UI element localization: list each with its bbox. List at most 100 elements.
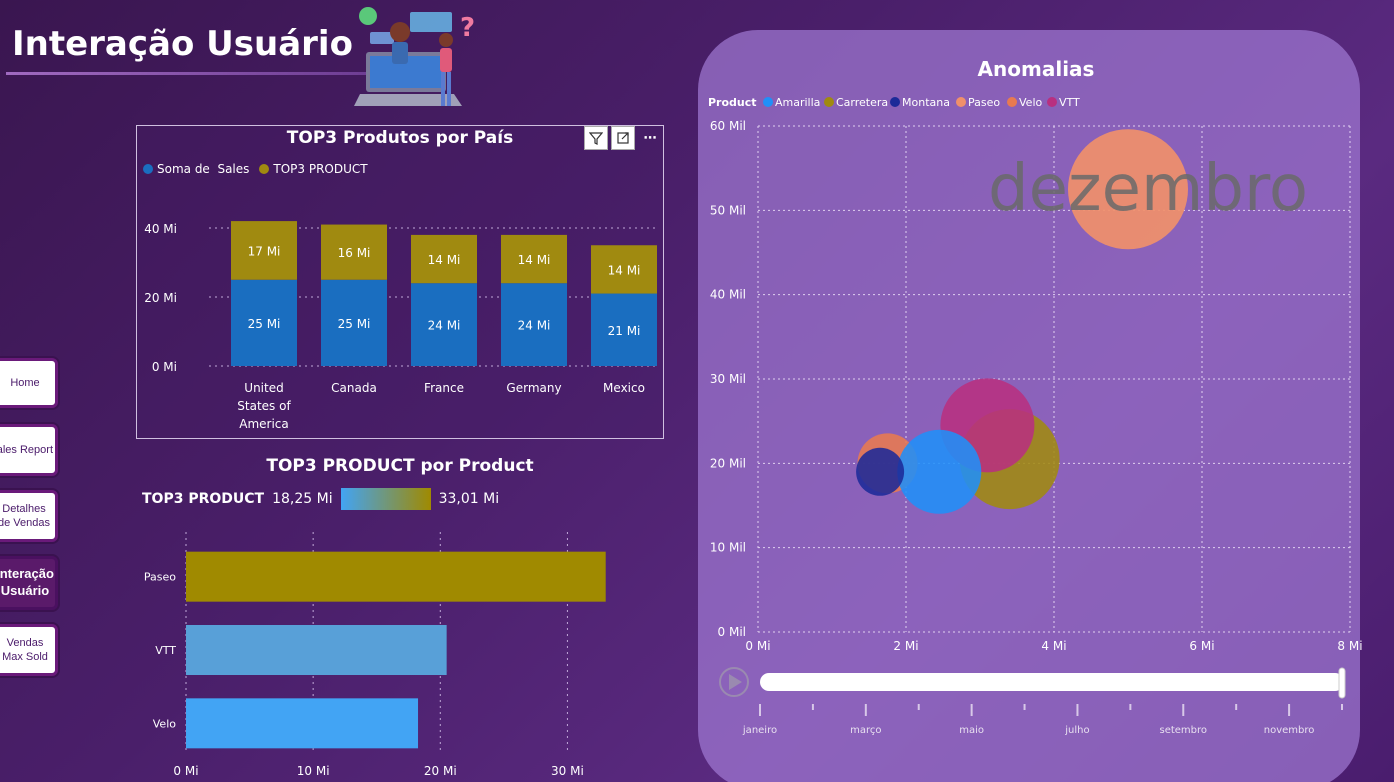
bar xyxy=(186,551,606,602)
legend-swatch xyxy=(890,97,900,107)
svg-text:?: ? xyxy=(460,13,475,43)
top3-produtos-por-pais-chart[interactable]: TOP3 Produtos por País ⋯ Soma de Sales T… xyxy=(136,125,664,439)
data-label: 14 Mi xyxy=(518,253,551,267)
legend-label: Amarilla xyxy=(775,96,820,109)
x-tick-label: United xyxy=(244,381,283,395)
bar xyxy=(186,698,419,749)
legend-swatch xyxy=(824,97,834,107)
bar-segment xyxy=(231,279,297,366)
bar-segment xyxy=(411,283,477,366)
x-tick-label: 0 Mi xyxy=(745,639,770,653)
chart2-plot: 0 Mi 10 Mi 20 Mi 30 Mi Paseo VTT Velo xyxy=(144,532,606,778)
chart1-legend: Soma de Sales TOP3 PRODUCT xyxy=(143,162,368,176)
chart2-legend: TOP3 PRODUCT 18,25 Mi 33,01 Mi xyxy=(142,488,499,510)
bar-segment xyxy=(501,283,567,366)
month-label: novembro xyxy=(1264,725,1315,736)
data-label: 14 Mi xyxy=(428,253,461,267)
focus-mode-icon[interactable] xyxy=(611,126,635,150)
bubble-paseo xyxy=(1068,129,1188,250)
legend-swatch-sales xyxy=(143,164,153,174)
month-label: janeiro xyxy=(742,725,777,736)
chart2-legend-max: 33,01 Mi xyxy=(438,491,500,507)
bar xyxy=(186,625,447,675)
legend-label-sales: Soma de Sales xyxy=(157,162,250,176)
nav-sales-report-button[interactable]: Sales Report xyxy=(0,424,58,476)
play-icon-glyph xyxy=(729,674,742,690)
data-label: 24 Mi xyxy=(518,319,551,333)
nav-detalhes-vendas-button[interactable]: Detalhes de Vendas xyxy=(0,490,58,542)
x-tick-label: Mexico xyxy=(603,381,645,395)
more-options-icon[interactable]: ⋯ xyxy=(643,130,657,146)
x-tick-label: 2 Mi xyxy=(893,639,918,653)
bar-segment xyxy=(321,224,387,280)
x-tick-label: States of xyxy=(237,399,291,413)
x-tick-label: 4 Mi xyxy=(1041,639,1066,653)
x-tick-label: 0 Mi xyxy=(173,764,198,778)
x-tick-label: 6 Mi xyxy=(1189,639,1214,653)
bar-segment xyxy=(411,234,477,284)
title-underline xyxy=(6,72,396,75)
data-label: 25 Mi xyxy=(248,317,281,331)
month-label: maio xyxy=(959,725,984,736)
legend-label: Paseo xyxy=(968,96,1000,109)
play-axis-watermark: dezembro xyxy=(988,152,1308,226)
x-tick-label: 10 Mi xyxy=(297,764,330,778)
chart1-plot: 0 Mi 20 Mi 40 Mi 25 Mi 17 Mi United States of A… xyxy=(144,221,659,431)
legend-label: Montana xyxy=(902,96,950,109)
legend-label: VTT xyxy=(1059,96,1080,109)
legend-swatch xyxy=(1007,97,1017,107)
y-tick-label: 40 Mil xyxy=(710,288,746,302)
legend-label: Carretera xyxy=(836,96,888,109)
legend-swatch-top3 xyxy=(259,164,270,174)
bar-segment xyxy=(591,293,657,366)
legend-label: Velo xyxy=(1019,96,1042,109)
y-tick-label: VTT xyxy=(155,644,176,657)
legend-swatch xyxy=(1047,97,1057,107)
chart1-title: TOP3 Produtos por País xyxy=(286,128,514,148)
legend-title: Product xyxy=(708,96,757,109)
bubble-amarilla xyxy=(897,429,982,514)
y-tick-label: 10 Mil xyxy=(710,541,746,555)
play-icon[interactable] xyxy=(719,667,749,697)
chart2-legend-label: TOP3 PRODUCT xyxy=(142,491,265,507)
x-tick-label: France xyxy=(424,381,464,395)
bar-segment xyxy=(231,221,297,280)
legend-swatch xyxy=(956,97,966,107)
nav-vendas-max-sold-button[interactable]: Vendas Max Sold xyxy=(0,624,58,676)
y-tick-label: 40 Mi xyxy=(144,222,177,236)
data-label: 16 Mi xyxy=(338,246,371,260)
legend-label-top3: TOP3 PRODUCT xyxy=(273,162,368,176)
filter-icon[interactable] xyxy=(584,126,608,150)
nav-home-button[interactable]: Home xyxy=(0,358,58,408)
x-tick-label: 30 Mi xyxy=(551,764,584,778)
y-tick-label: Paseo xyxy=(144,571,176,584)
bubble-montana xyxy=(856,447,905,496)
x-tick-label: 8 Mi xyxy=(1337,639,1362,653)
bar-segment xyxy=(591,245,657,294)
chart2-legend-min: 18,25 Mi xyxy=(272,491,333,507)
gradient-scale xyxy=(340,488,431,510)
y-tick-label: 20 Mi xyxy=(144,291,177,305)
user-interaction-illustration: ? xyxy=(354,7,475,106)
play-axis-handle[interactable] xyxy=(1338,667,1346,699)
page-title: Interação Usuário xyxy=(12,24,353,64)
x-tick-label: 20 Mi xyxy=(424,764,457,778)
month-label: julho xyxy=(1064,725,1089,736)
y-tick-label: 60 Mil xyxy=(710,119,746,133)
anomalias-chart[interactable]: Anomalias Product Amarilla Carretera Montana… xyxy=(698,30,1394,782)
data-label: 14 Mi xyxy=(608,263,641,277)
play-axis-slider[interactable] xyxy=(760,673,1344,691)
data-label: 21 Mi xyxy=(608,324,641,338)
y-tick-label: 50 Mil xyxy=(710,203,746,217)
data-label: 25 Mi xyxy=(338,317,371,331)
month-label: setembro xyxy=(1159,725,1207,736)
nav-interacao-usuario-button[interactable]: Interação Usuário xyxy=(0,556,58,610)
data-label: 24 Mi xyxy=(428,319,461,333)
y-tick-label: 0 Mi xyxy=(152,360,177,374)
chart2-title: TOP3 PRODUCT por Product xyxy=(266,456,534,476)
y-tick-label: 30 Mil xyxy=(710,372,746,386)
data-label: 17 Mi xyxy=(248,244,281,258)
x-tick-label: Germany xyxy=(506,381,561,395)
month-label: março xyxy=(850,725,881,736)
y-tick-label: Velo xyxy=(153,717,176,730)
